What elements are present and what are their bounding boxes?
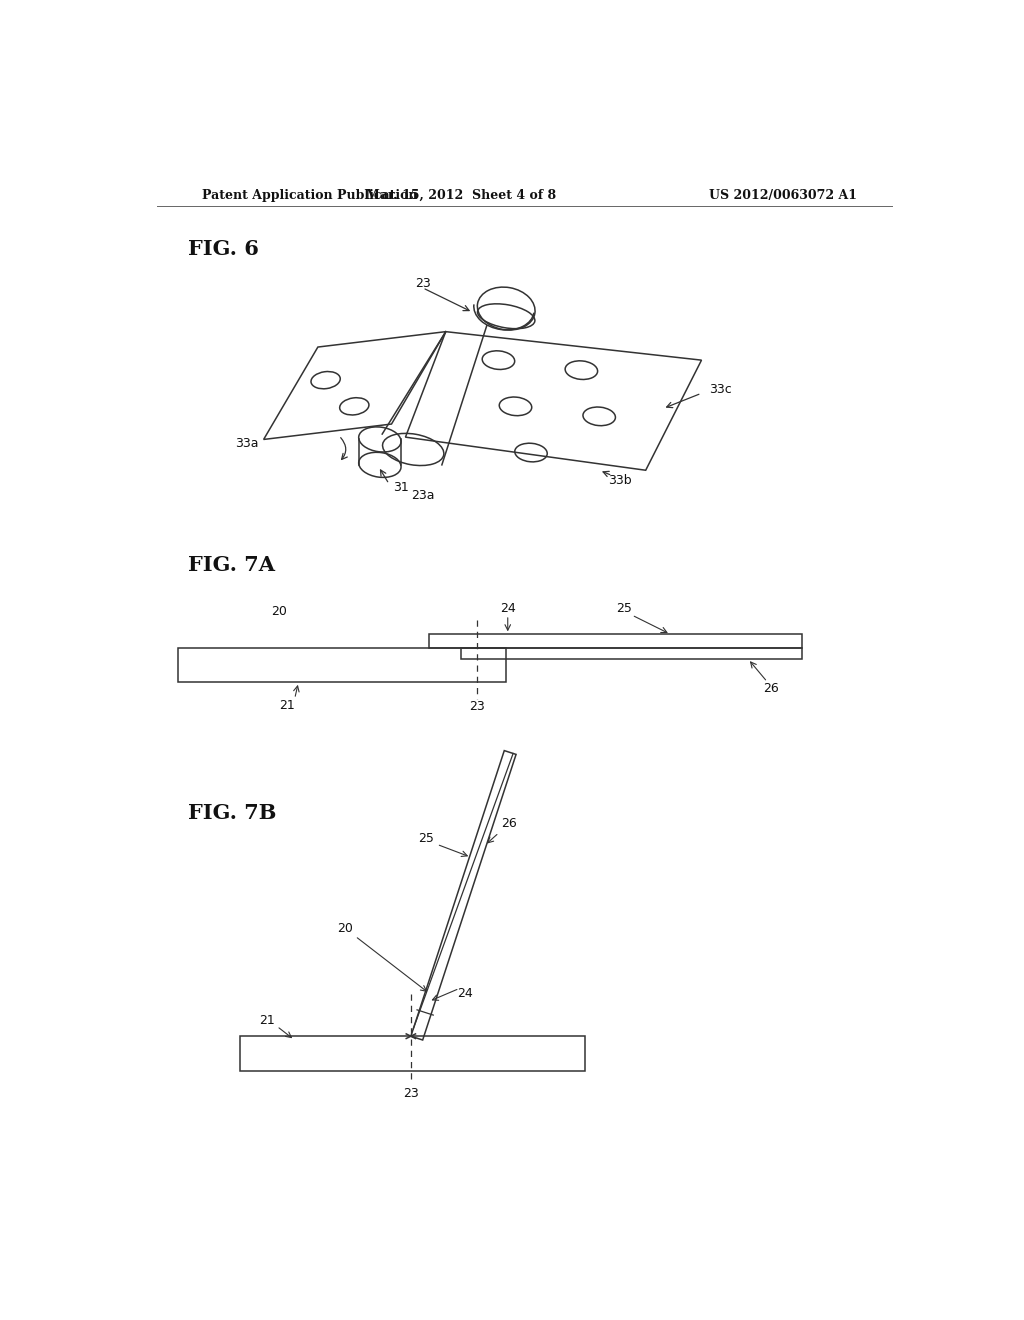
Text: 21: 21 — [260, 1014, 275, 1027]
Text: 24: 24 — [500, 602, 516, 615]
Text: 24: 24 — [457, 986, 473, 999]
Text: Patent Application Publication: Patent Application Publication — [202, 189, 417, 202]
Bar — [461, 648, 802, 659]
Text: FIG. 6: FIG. 6 — [188, 239, 259, 259]
Text: 23: 23 — [403, 1088, 419, 1101]
Text: FIG. 7B: FIG. 7B — [188, 803, 276, 822]
Text: 33a: 33a — [234, 437, 258, 450]
Text: 26: 26 — [763, 681, 779, 694]
Text: 21: 21 — [279, 698, 295, 711]
Text: 33c: 33c — [710, 383, 732, 396]
Text: Mar. 15, 2012  Sheet 4 of 8: Mar. 15, 2012 Sheet 4 of 8 — [367, 189, 556, 202]
Bar — [241, 1036, 586, 1071]
Text: 23: 23 — [415, 277, 430, 289]
Text: 25: 25 — [419, 832, 434, 845]
Text: 20: 20 — [271, 605, 287, 618]
Text: 33b: 33b — [608, 474, 632, 487]
Text: 23a: 23a — [411, 490, 434, 502]
Text: 31: 31 — [393, 482, 409, 495]
Text: 23: 23 — [469, 700, 484, 713]
Text: US 2012/0063072 A1: US 2012/0063072 A1 — [710, 189, 857, 202]
Text: 26: 26 — [502, 817, 517, 830]
Text: 25: 25 — [616, 602, 632, 615]
Text: FIG. 7A: FIG. 7A — [188, 554, 275, 576]
Text: 20: 20 — [337, 921, 353, 935]
Bar — [429, 635, 802, 648]
Bar — [178, 648, 506, 682]
